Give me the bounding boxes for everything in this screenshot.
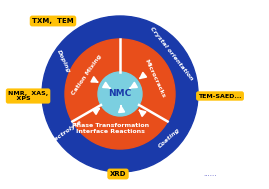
Circle shape xyxy=(98,72,142,116)
Circle shape xyxy=(42,16,198,172)
Text: ......: ...... xyxy=(203,171,217,177)
Text: TEM-SAED...: TEM-SAED... xyxy=(198,94,242,98)
Text: Phase Transformation
Interface Reactions: Phase Transformation Interface Reactions xyxy=(72,123,149,134)
Text: Coating: Coating xyxy=(157,127,180,149)
Text: XRD: XRD xyxy=(110,171,126,177)
Text: NMC: NMC xyxy=(108,90,132,98)
Text: NMR,  XAS,
    XPS: NMR, XAS, XPS xyxy=(8,91,48,101)
Text: Cation Mixing: Cation Mixing xyxy=(71,53,102,96)
Text: Crystal orientation: Crystal orientation xyxy=(149,26,194,81)
Text: Electrolyte: Electrolyte xyxy=(49,119,83,145)
Text: TXM,  TEM: TXM, TEM xyxy=(32,18,74,24)
Text: Microcracks: Microcracks xyxy=(143,58,165,98)
Text: Doping: Doping xyxy=(55,49,71,74)
Circle shape xyxy=(65,39,175,149)
